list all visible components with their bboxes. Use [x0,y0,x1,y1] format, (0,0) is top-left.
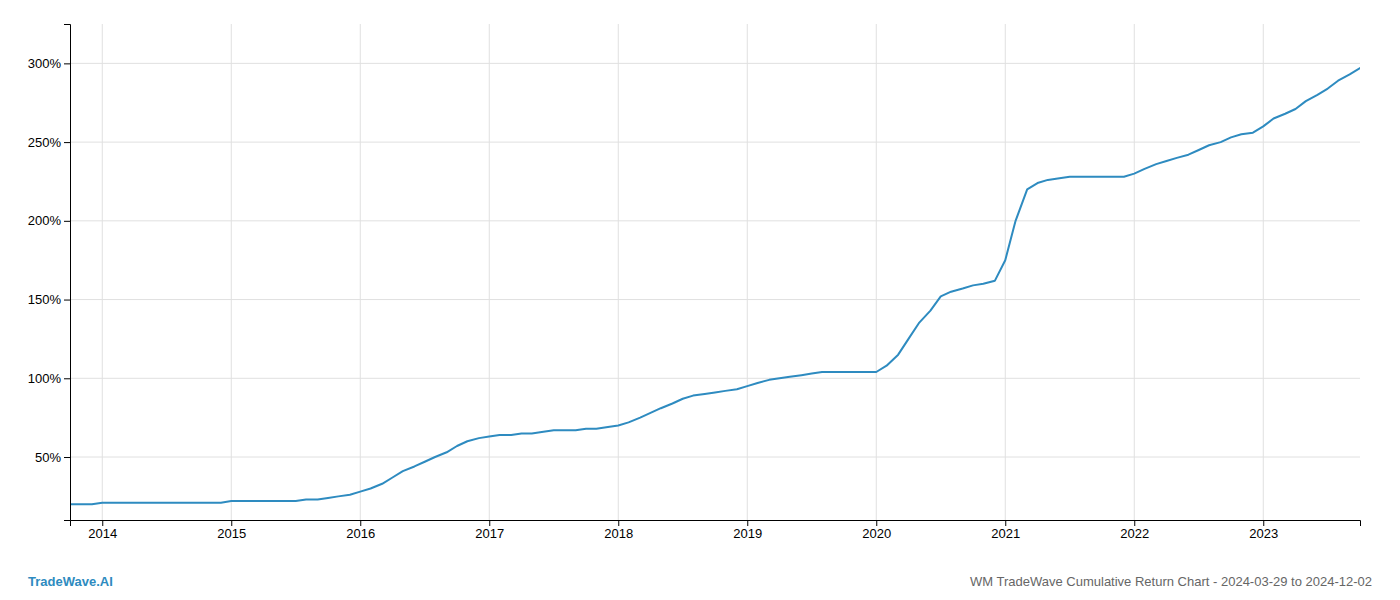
grid-line-x [102,24,103,520]
grid-line-y [70,220,1360,221]
x-tick-mark [747,520,748,526]
x-tick: 2021 [991,520,1020,541]
y-tick-mark [64,142,70,143]
x-tick-label: 2021 [991,526,1020,541]
grid-line-y [70,457,1360,458]
y-tick-mark [64,63,70,64]
y-tick: 200% [28,213,70,228]
y-axis: 50% 100% 150% 200% 250% 300% [28,25,71,521]
grid [70,24,1360,520]
x-tick-mark [876,520,877,526]
plot: 2014 2015 2016 2017 2018 2019 2020 2021 2022 2023… [28,24,1361,541]
x-tick-label: 2020 [862,526,891,541]
x-tick-label: 2023 [1249,526,1278,541]
y-tick-label: 150% [28,292,62,307]
x-tick-mark [231,520,232,526]
footer-right: WM TradeWave Cumulative Return Chart - 2… [970,574,1372,589]
x-tick: 2014 [88,520,117,541]
y-tick-mark [64,300,70,301]
y-tick-label: 50% [35,450,61,465]
footer-left: TradeWave.AI [28,574,113,589]
y-tick-label: 100% [28,371,62,386]
y-tick: 300% [28,56,70,71]
x-tick: 2020 [862,520,891,541]
grid-line-x [1005,24,1006,520]
grid-line-x [360,24,361,520]
x-tick-label: 2014 [88,526,117,541]
y-tick: 250% [28,135,70,150]
y-tick: 50% [35,450,70,465]
grid-line-x [747,24,748,520]
y-tick-label: 200% [28,213,62,228]
x-tick: 2015 [217,520,246,541]
x-tick-label: 2022 [1120,526,1149,541]
x-tick-mark [489,520,490,526]
x-tick-label: 2018 [604,526,633,541]
x-tick: 2019 [733,520,762,541]
grid-line-y [70,378,1360,379]
x-tick-mark [1134,520,1135,526]
y-axis-line [64,25,71,521]
x-tick-mark [360,520,361,526]
grid-line-x [489,24,490,520]
x-tick: 2018 [604,520,633,541]
x-tick: 2017 [475,520,504,541]
x-axis-line [71,521,1361,527]
y-tick-label: 250% [28,135,62,150]
y-tick: 100% [28,371,70,386]
x-tick-mark [1263,520,1264,526]
x-tick-label: 2017 [475,526,504,541]
x-tick-label: 2019 [733,526,762,541]
grid-line-y [70,142,1360,143]
marks [70,68,1360,504]
y-tick-mark [64,221,70,222]
grid-line-x [231,24,232,520]
x-tick-mark [102,520,103,526]
x-tick-label: 2016 [346,526,375,541]
x-tick-mark [618,520,619,526]
x-tick: 2016 [346,520,375,541]
x-tick-label: 2015 [217,526,246,541]
grid-line-x [1134,24,1135,520]
y-tick-mark [64,457,70,458]
grid-line-x [876,24,877,520]
grid-line-x [618,24,619,520]
y-tick-mark [64,378,70,379]
line [70,68,1360,504]
grid-line-x [1263,24,1264,520]
y-tick-label: 300% [28,56,62,71]
x-tick: 2022 [1120,520,1149,541]
x-tick: 2023 [1249,520,1278,541]
grid-line-y [70,299,1360,300]
chart: 2014 2015 2016 2017 2018 2019 2020 2021 2022 2023… [0,0,1400,600]
x-tick-mark [1005,520,1006,526]
x-axis: 2014 2015 2016 2017 2018 2019 2020 2021 2022 2023 [71,520,1361,541]
grid-line-y [70,63,1360,64]
y-tick: 150% [28,292,70,307]
